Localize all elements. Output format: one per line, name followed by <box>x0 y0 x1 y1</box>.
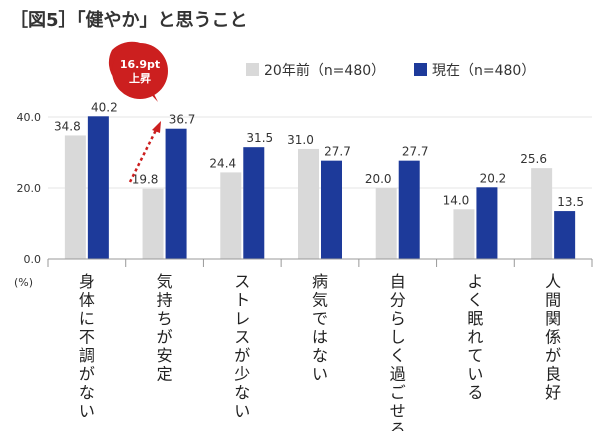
bar-past <box>531 168 553 259</box>
unit-label: (%) <box>14 276 33 289</box>
bar-now <box>165 128 187 259</box>
y-tick-label: 20.0 <box>17 182 42 195</box>
category-label: よく眠れている <box>467 272 483 402</box>
legend-swatch-now <box>414 63 427 76</box>
bar-now <box>321 160 342 259</box>
data-label-now: 31.5 <box>246 131 273 145</box>
bar-past <box>375 188 397 259</box>
bars <box>64 116 576 259</box>
bar-now <box>398 160 420 259</box>
data-label-past: 24.4 <box>209 156 236 170</box>
data-label-past: 19.8 <box>132 173 159 187</box>
bar-past <box>220 172 242 259</box>
legend-swatch-past <box>246 63 259 76</box>
data-labels: 34.8 40.2 19.8 36.7 24.4 31.5 31.0 27.7 20.0 27.7… <box>54 100 584 209</box>
data-label-past: 25.6 <box>520 152 547 166</box>
data-label-now: 40.2 <box>91 100 118 114</box>
legend-label-now: 現在（n=480） <box>432 63 535 79</box>
legend-label-past: 20年前（n=480） <box>264 62 385 79</box>
data-label-past: 14.0 <box>443 193 470 207</box>
gridlines <box>48 116 592 189</box>
y-tick-label: 0.0 <box>24 253 42 266</box>
data-label-now: 13.5 <box>557 195 584 209</box>
bar-now <box>243 147 265 259</box>
y-tick-label: 40.0 <box>17 111 42 124</box>
data-label-past: 31.0 <box>287 133 314 147</box>
category-label: 身体に不調がない <box>79 272 95 421</box>
axes: 0.0 20.0 40.0 <box>17 111 593 267</box>
category-label: ストレスが少ない <box>234 272 250 421</box>
data-label-now: 20.2 <box>480 171 507 185</box>
data-label-now: 27.7 <box>324 145 351 159</box>
bar-past <box>453 209 475 259</box>
data-label-now: 27.7 <box>402 145 429 159</box>
category-label: 気持ちが安定 <box>157 272 173 384</box>
bar-now <box>476 187 498 259</box>
bar-now <box>87 116 109 259</box>
bar-past <box>64 135 86 259</box>
data-label-now: 36.7 <box>169 113 196 127</box>
bar-now <box>554 211 576 259</box>
callout-bubble-body <box>112 43 168 99</box>
bar-past <box>142 188 164 259</box>
category-label: 病気ではない <box>312 272 328 384</box>
category-label: 自分らしく過ごせる <box>390 272 406 431</box>
category-labels: 身体に不調がない 気持ちが安定 ストレスが少ない 病気ではない 自分らしく過ごせる よく眠… <box>79 272 561 431</box>
arrow-head <box>152 121 161 133</box>
increase-callout: 16.9pt 上昇 <box>108 41 168 102</box>
callout-value: 16.9pt <box>120 58 160 71</box>
arrow-line <box>128 127 159 183</box>
chart-title: ［図5］「健やか」と思うこと <box>10 10 248 31</box>
data-label-past: 20.0 <box>365 172 392 186</box>
category-label: 人間関係が良好 <box>545 272 561 402</box>
data-label-past: 34.8 <box>54 119 81 133</box>
bar-past <box>298 148 319 259</box>
increase-arrow <box>128 121 161 183</box>
callout-label: 上昇 <box>129 71 151 85</box>
